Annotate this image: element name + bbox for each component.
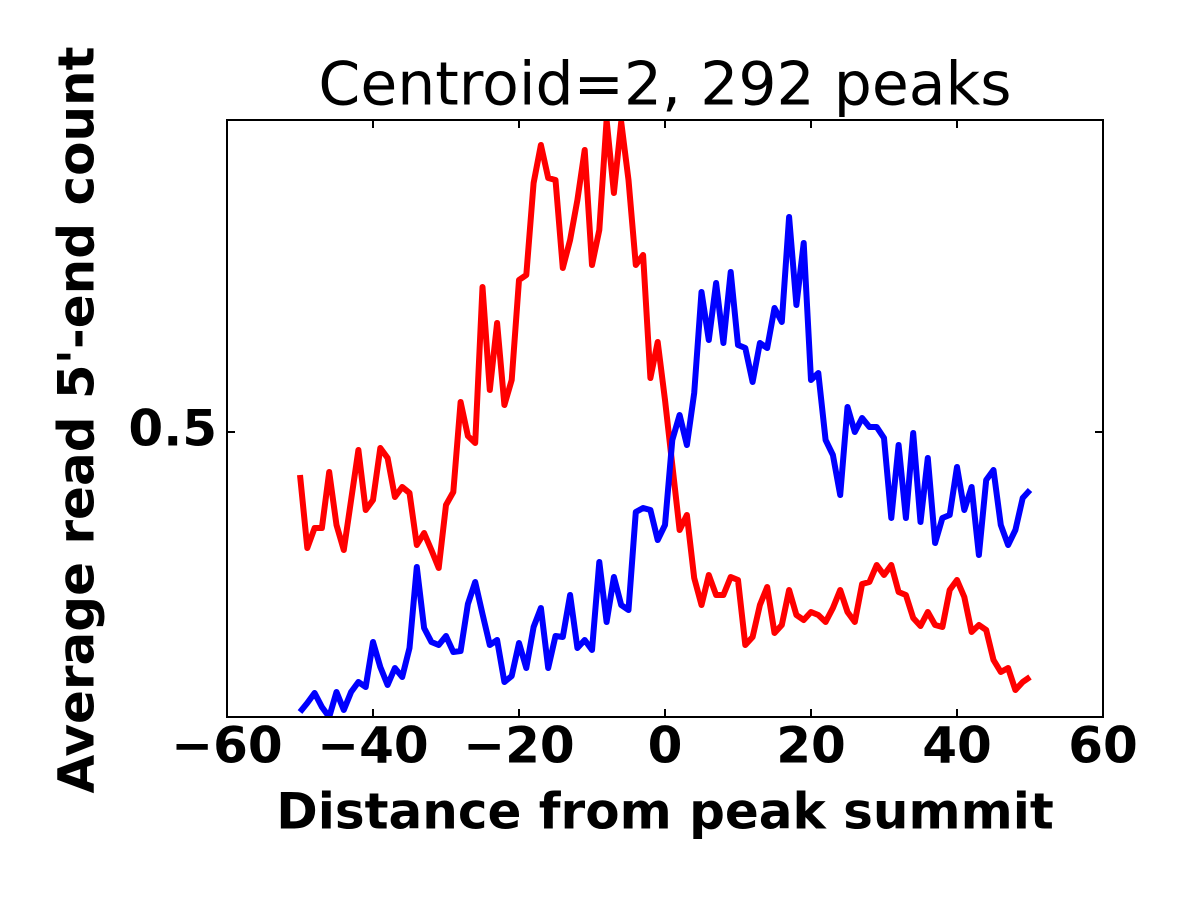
y-tick-label: 0.5 (128, 400, 217, 458)
x-tick-label: 60 (1068, 717, 1138, 775)
x-tick-label: 0 (648, 717, 683, 775)
x-tick-label: 20 (776, 717, 846, 775)
y-axis-label: Average read 5'-end count (48, 46, 106, 793)
x-tick-label: 40 (922, 717, 992, 775)
x-tick-label: −40 (317, 717, 428, 775)
line-series (297, 214, 1033, 717)
x-tick-label: −20 (463, 717, 574, 775)
x-tick-label: −60 (171, 717, 282, 775)
x-axis-label: Distance from peak summit (276, 783, 1054, 841)
chart-title: Centroid=2, 292 peaks (318, 50, 1011, 120)
line-series (297, 120, 1032, 693)
